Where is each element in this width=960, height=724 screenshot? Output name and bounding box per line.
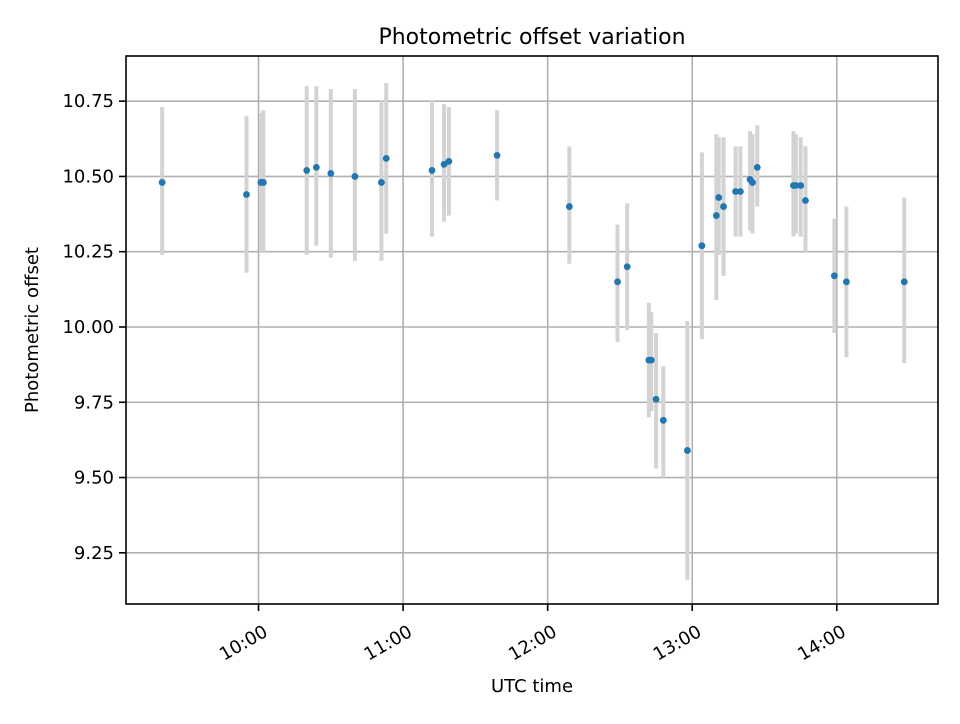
data-point	[732, 188, 740, 195]
data-point	[614, 278, 621, 286]
data-point	[378, 179, 385, 186]
data-point	[715, 194, 723, 201]
data-point	[712, 212, 720, 219]
y-tick-label: 10.75	[62, 91, 114, 112]
y-tick-label: 10.50	[62, 166, 114, 187]
data-point	[327, 170, 335, 177]
y-tick-label: 9.75	[74, 392, 114, 413]
y-tick-label: 10.00	[62, 317, 114, 338]
data-point	[753, 164, 761, 171]
data-point	[900, 278, 908, 286]
data-point	[312, 164, 320, 171]
data-points	[158, 151, 908, 454]
chart-title: Photometric offset variation	[378, 25, 685, 50]
data-point	[493, 151, 501, 159]
data-point	[802, 197, 809, 204]
data-point	[259, 179, 267, 186]
data-point	[737, 188, 744, 195]
data-point	[720, 203, 727, 210]
data-point	[698, 242, 706, 250]
x-axis-label: UTC time	[491, 676, 573, 697]
data-point	[652, 395, 660, 403]
data-point	[428, 167, 436, 174]
data-point	[303, 167, 311, 174]
data-point	[647, 356, 655, 364]
data-point	[749, 179, 756, 186]
data-point	[243, 191, 250, 198]
y-axis-label: Photometric offset	[22, 247, 43, 413]
data-point	[830, 272, 838, 280]
data-point	[623, 263, 631, 271]
y-tick-label: 9.25	[74, 543, 114, 564]
data-point	[659, 416, 667, 424]
plot-frame	[125, 55, 939, 605]
data-point	[792, 182, 800, 189]
data-point	[445, 157, 453, 165]
y-tick-label: 10.25	[62, 242, 114, 263]
data-point	[351, 173, 359, 180]
data-point	[565, 203, 573, 210]
data-point	[158, 179, 166, 186]
data-point	[684, 447, 691, 454]
data-point	[843, 278, 850, 286]
y-tick-label: 9.50	[74, 468, 114, 489]
data-point	[382, 154, 390, 162]
data-point	[797, 182, 805, 189]
